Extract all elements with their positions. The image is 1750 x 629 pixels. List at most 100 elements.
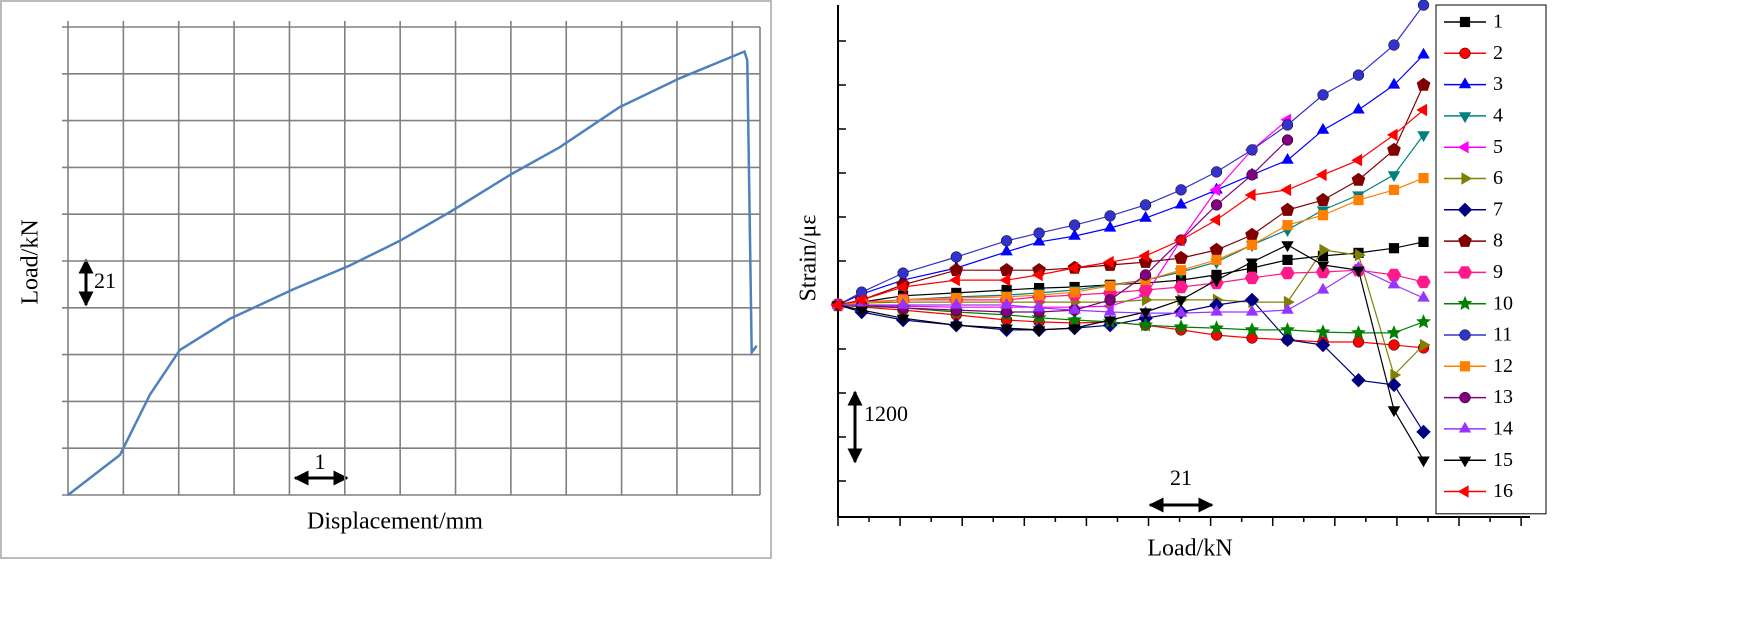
marker bbox=[1210, 304, 1223, 316]
marker bbox=[1281, 153, 1294, 164]
marker bbox=[1387, 142, 1401, 156]
y-scale-note: 21 bbox=[94, 268, 116, 293]
x-scale-note: 1 bbox=[315, 449, 326, 474]
marker bbox=[1244, 292, 1260, 308]
marker bbox=[855, 306, 868, 318]
marker bbox=[1210, 276, 1223, 288]
series-line bbox=[837, 304, 1424, 349]
legend-label: 5 bbox=[1493, 136, 1503, 158]
marker bbox=[1033, 227, 1045, 239]
marker bbox=[1032, 234, 1046, 246]
marker bbox=[1282, 254, 1293, 265]
marker bbox=[1387, 277, 1401, 289]
marker bbox=[1174, 250, 1188, 264]
marker bbox=[1245, 258, 1259, 270]
series-line bbox=[837, 134, 1424, 306]
marker bbox=[1139, 210, 1152, 222]
marker bbox=[1034, 290, 1045, 301]
marker bbox=[1139, 308, 1152, 320]
marker bbox=[1386, 325, 1402, 340]
marker bbox=[950, 251, 962, 263]
marker bbox=[1316, 282, 1330, 294]
marker bbox=[1417, 456, 1430, 468]
marker bbox=[1176, 265, 1187, 276]
marker bbox=[1173, 233, 1185, 247]
marker bbox=[896, 314, 910, 326]
marker bbox=[1416, 424, 1431, 440]
marker bbox=[1459, 361, 1471, 372]
marker bbox=[1209, 242, 1224, 256]
marker bbox=[1210, 199, 1223, 211]
marker bbox=[1457, 485, 1469, 498]
marker bbox=[1351, 153, 1363, 167]
marker bbox=[1102, 255, 1114, 269]
marker bbox=[1388, 39, 1400, 51]
marker bbox=[1457, 295, 1473, 310]
load-displacement-chart: Load/kN Displacement/mm 21 1 bbox=[18, 21, 761, 535]
marker bbox=[1457, 266, 1473, 279]
marker bbox=[1416, 314, 1431, 329]
marker bbox=[1390, 368, 1402, 382]
legend-label: 15 bbox=[1493, 449, 1513, 471]
legend-label: 3 bbox=[1493, 73, 1503, 95]
marker bbox=[1281, 134, 1294, 146]
marker bbox=[1105, 280, 1116, 291]
marker bbox=[1461, 172, 1473, 185]
series-line bbox=[837, 54, 1424, 306]
panel-frame bbox=[0, 0, 772, 559]
legend-label: 13 bbox=[1493, 386, 1513, 408]
legend-label: 4 bbox=[1493, 104, 1503, 126]
marker bbox=[1316, 261, 1330, 273]
marker bbox=[1352, 336, 1365, 348]
legend-label: 10 bbox=[1493, 292, 1513, 314]
marker bbox=[1281, 302, 1294, 314]
marker bbox=[830, 298, 842, 312]
marker bbox=[1316, 192, 1330, 206]
marker bbox=[1388, 243, 1400, 254]
marker bbox=[1209, 183, 1221, 197]
legend-frame bbox=[1435, 4, 1547, 515]
marker bbox=[1245, 227, 1259, 241]
marker bbox=[1459, 391, 1471, 404]
marker bbox=[950, 321, 963, 333]
marker bbox=[1458, 77, 1472, 89]
marker bbox=[1211, 254, 1222, 265]
legend-label: 9 bbox=[1493, 261, 1503, 283]
series-line bbox=[837, 244, 1425, 461]
marker bbox=[949, 263, 964, 276]
series-line bbox=[837, 299, 1425, 433]
marker bbox=[1000, 235, 1013, 247]
marker bbox=[1459, 47, 1471, 59]
marker bbox=[1457, 141, 1469, 154]
legend-label: 6 bbox=[1493, 167, 1503, 189]
marker bbox=[1067, 312, 1082, 327]
marker bbox=[1032, 300, 1046, 312]
marker bbox=[1417, 47, 1430, 59]
marker bbox=[1457, 202, 1473, 217]
marker bbox=[1280, 202, 1295, 216]
marker bbox=[1103, 220, 1117, 232]
marker bbox=[1317, 210, 1329, 221]
marker bbox=[1315, 168, 1327, 182]
marker bbox=[1246, 144, 1258, 156]
marker bbox=[1418, 173, 1429, 184]
marker bbox=[1246, 239, 1258, 250]
marker bbox=[1280, 332, 1295, 347]
x-scale-note: 21 bbox=[1170, 465, 1192, 490]
marker bbox=[1419, 338, 1431, 352]
legend-label: 14 bbox=[1493, 417, 1513, 439]
marker bbox=[1138, 249, 1150, 263]
y-axis-label: Load/kN bbox=[18, 219, 44, 304]
marker bbox=[1209, 213, 1221, 227]
marker bbox=[1354, 248, 1366, 262]
marker bbox=[1103, 304, 1117, 316]
marker bbox=[1068, 219, 1081, 231]
marker bbox=[1209, 320, 1224, 335]
marker bbox=[1173, 319, 1189, 334]
marker bbox=[1104, 294, 1116, 306]
marker bbox=[999, 273, 1011, 287]
series-line bbox=[67, 49, 758, 496]
marker bbox=[1246, 169, 1258, 181]
axes bbox=[62, 21, 761, 496]
